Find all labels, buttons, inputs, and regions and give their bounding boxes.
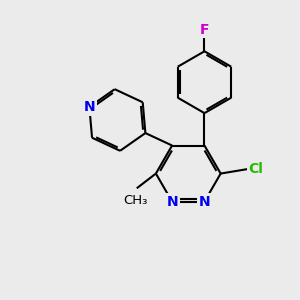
- Text: Cl: Cl: [249, 162, 263, 176]
- Text: CH₃: CH₃: [123, 194, 148, 207]
- Text: N: N: [199, 195, 210, 208]
- Text: F: F: [200, 22, 209, 37]
- Text: N: N: [83, 100, 95, 114]
- Text: N: N: [166, 195, 178, 208]
